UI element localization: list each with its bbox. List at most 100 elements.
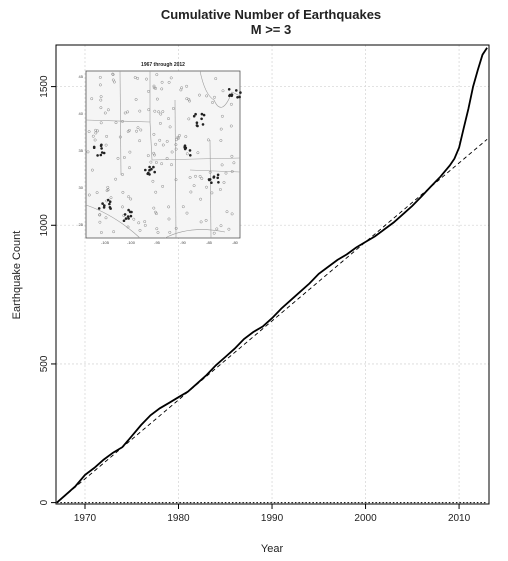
inset-map-point — [137, 221, 141, 225]
inset-map-point — [220, 114, 224, 118]
inset-map-point — [118, 135, 122, 139]
inset-map-point — [160, 80, 164, 84]
x-axis-title: Year — [261, 543, 284, 555]
inset-map-point — [133, 76, 137, 79]
inset-map-point — [174, 143, 178, 147]
inset-map-point — [179, 88, 183, 92]
inset-map-point — [211, 101, 214, 104]
inset-map-point — [111, 73, 115, 76]
inset-map-y-tick-label: 25 — [79, 222, 84, 227]
inset-map-point — [103, 111, 107, 115]
inset-map-point — [205, 94, 209, 98]
inset-map-point — [155, 73, 159, 77]
inset-map-point — [174, 178, 178, 182]
inset-map-cluster-point — [216, 176, 219, 180]
chart-subtitle: M >= 3 — [251, 22, 291, 37]
inset-map-cluster-point — [235, 89, 238, 92]
inset-map-point — [96, 129, 100, 133]
inset-map-cluster-point — [183, 147, 187, 151]
inset-map-point — [90, 168, 94, 172]
inset-map-border-line — [199, 70, 241, 108]
inset-map-point — [114, 121, 118, 125]
inset-map-border-line — [174, 99, 177, 239]
inset-map-point — [230, 212, 234, 216]
inset-map-point — [220, 163, 224, 167]
inset-map-point — [156, 231, 160, 234]
inset-map-cluster-point — [108, 202, 111, 206]
inset-map-point — [122, 156, 126, 159]
inset-map-point — [167, 217, 171, 221]
inset-map-point — [213, 95, 216, 99]
inset-map-point — [146, 154, 150, 158]
inset-map-cluster-point — [200, 112, 204, 116]
inset-map-point — [128, 150, 132, 154]
inset-map-point — [187, 117, 191, 121]
inset-map-point — [208, 170, 212, 174]
inset-map-point — [215, 227, 219, 231]
inset-map-cluster-point — [201, 123, 205, 126]
inset-map-point — [111, 72, 115, 76]
inset-map-cluster-point — [153, 170, 156, 174]
inset-map-cluster-point — [123, 213, 127, 216]
inset-map-point — [136, 76, 140, 80]
inset-map-cluster-point — [100, 151, 104, 154]
inset-map-cluster-point — [148, 165, 151, 169]
inset-map-border-line — [209, 139, 212, 239]
inset-map-point — [134, 98, 138, 101]
inset-map-point — [219, 224, 223, 228]
inset-map-cluster-point — [200, 117, 203, 121]
inset-map-point — [149, 160, 153, 164]
y-axis: 0 500 1000 1500 — [39, 75, 56, 505]
inset-map-cluster-point — [195, 121, 199, 124]
inset-map-point — [218, 188, 222, 191]
inset-map-point — [127, 195, 131, 199]
inset-map-point — [230, 154, 234, 158]
inset-map-point — [106, 185, 110, 189]
inset-map-point — [98, 213, 102, 217]
inset-map-border-line — [164, 229, 226, 239]
inset-map-point — [194, 174, 197, 178]
inset-map-cluster-point — [227, 88, 231, 91]
inset-map-cluster-point — [189, 154, 192, 157]
inset-map-point — [210, 191, 214, 195]
inset-map-point — [196, 151, 200, 155]
inset-map-point — [161, 110, 165, 114]
y-tick-label: 0 — [39, 499, 50, 505]
inset-map-point — [181, 205, 185, 209]
inset-map-y-axis: 45 40 35 30 25 — [79, 74, 84, 227]
inset-map-point — [185, 97, 189, 101]
inset-map-point — [155, 97, 159, 101]
inset-map-x-tick-label: -105 — [101, 240, 110, 245]
inset-map-cluster-point — [228, 94, 231, 98]
inset-map-point — [174, 147, 178, 151]
inset-map-point — [104, 143, 108, 147]
inset-map-point — [126, 110, 130, 114]
inset-map-point — [165, 139, 169, 143]
inset-map-point — [106, 108, 110, 112]
inset-map-cluster-point — [216, 173, 220, 177]
inset-map-cluster-point — [208, 178, 211, 182]
inset-map-point — [116, 156, 120, 160]
inset-map-point — [121, 173, 124, 176]
inset-map-point — [198, 174, 202, 178]
inset-map-cluster-point — [99, 144, 103, 147]
inset-map-point — [176, 135, 180, 139]
inset-map-point — [99, 95, 103, 99]
inset-map-point — [155, 227, 159, 231]
inset-map-point — [232, 161, 236, 165]
inset-map-point — [94, 131, 98, 135]
inset-map-cluster-point — [102, 206, 106, 209]
inset-map-x-tick-label: -85 — [206, 240, 213, 245]
inset-map-point — [99, 98, 103, 102]
inset-map-cluster-point — [126, 215, 130, 218]
inset-map-point — [91, 134, 95, 138]
inset-map-cluster-point — [129, 214, 133, 218]
inset-map-cluster-point — [108, 206, 112, 209]
inset-map-x-tick-label: -100 — [127, 240, 136, 245]
inset-map-point — [219, 139, 223, 142]
inset-map-point — [184, 135, 188, 139]
inset-map-point — [158, 138, 162, 142]
inset-map-point — [87, 130, 91, 134]
inset-map-point — [121, 190, 125, 194]
